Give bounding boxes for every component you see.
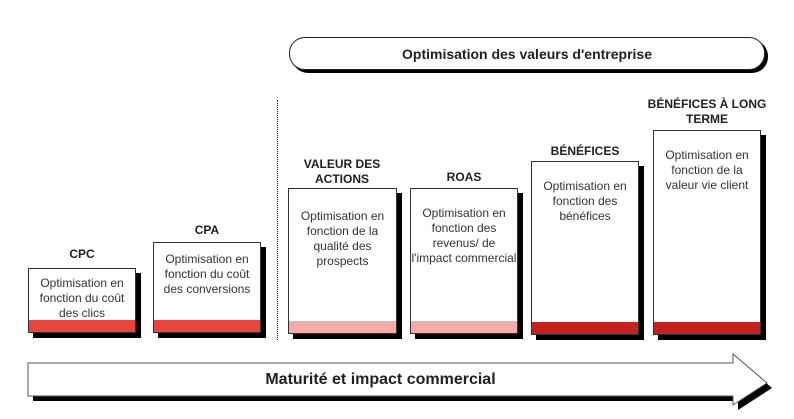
stage-title-cpa: CPA <box>194 223 220 237</box>
stage-bar <box>654 322 760 334</box>
stage-title-long-terme: BÉNÉFICES À LONG TERME <box>647 97 767 126</box>
stage-description: Optimisation en fonction des revenus/ de… <box>411 206 517 265</box>
stage-box-valeur: Optimisation en fonction de la qualité d… <box>288 188 397 334</box>
stage-box-cpc: Optimisation en fonction du coût des cli… <box>28 268 136 333</box>
banner-label: Optimisation des valeurs d'entreprise <box>402 45 652 62</box>
stage-box-long-terme: Optimisation en fonction de la valeur vi… <box>653 130 761 335</box>
arrow-label: Maturité et impact commercial <box>265 371 496 388</box>
stage-bar <box>289 321 396 333</box>
stage-description: Optimisation en fonction du coût des cli… <box>39 276 125 320</box>
stage-box-benefices: Optimisation en fonction des bénéfices <box>531 161 639 335</box>
stage-bar <box>154 320 260 332</box>
stage-title-valeur: VALEUR DES ACTIONS <box>303 157 381 186</box>
stage-description: Optimisation en fonction du coût des con… <box>163 252 251 296</box>
business-value-banner: Optimisation des valeurs d'entreprise <box>289 37 765 70</box>
stage-box-roas: Optimisation en fonction des revenus/ de… <box>410 188 518 334</box>
stage-box-cpa: Optimisation en fonction du coût des con… <box>153 242 261 333</box>
stage-description: Optimisation en fonction de la valeur vi… <box>665 148 749 192</box>
stage-bar <box>532 322 638 334</box>
stage-description: Optimisation en fonction des bénéfices <box>543 179 627 223</box>
stage-title-roas: ROAS <box>446 170 482 184</box>
arrow-body <box>27 352 768 406</box>
stage-title-cpc: CPC <box>69 247 95 261</box>
stage-description: Optimisation en fonction de la qualité d… <box>300 209 385 268</box>
stage-bar <box>29 320 135 332</box>
stage-title-benefices: BÉNÉFICES <box>550 144 620 158</box>
dotted-divider <box>277 100 278 340</box>
stage-bar <box>411 321 517 333</box>
